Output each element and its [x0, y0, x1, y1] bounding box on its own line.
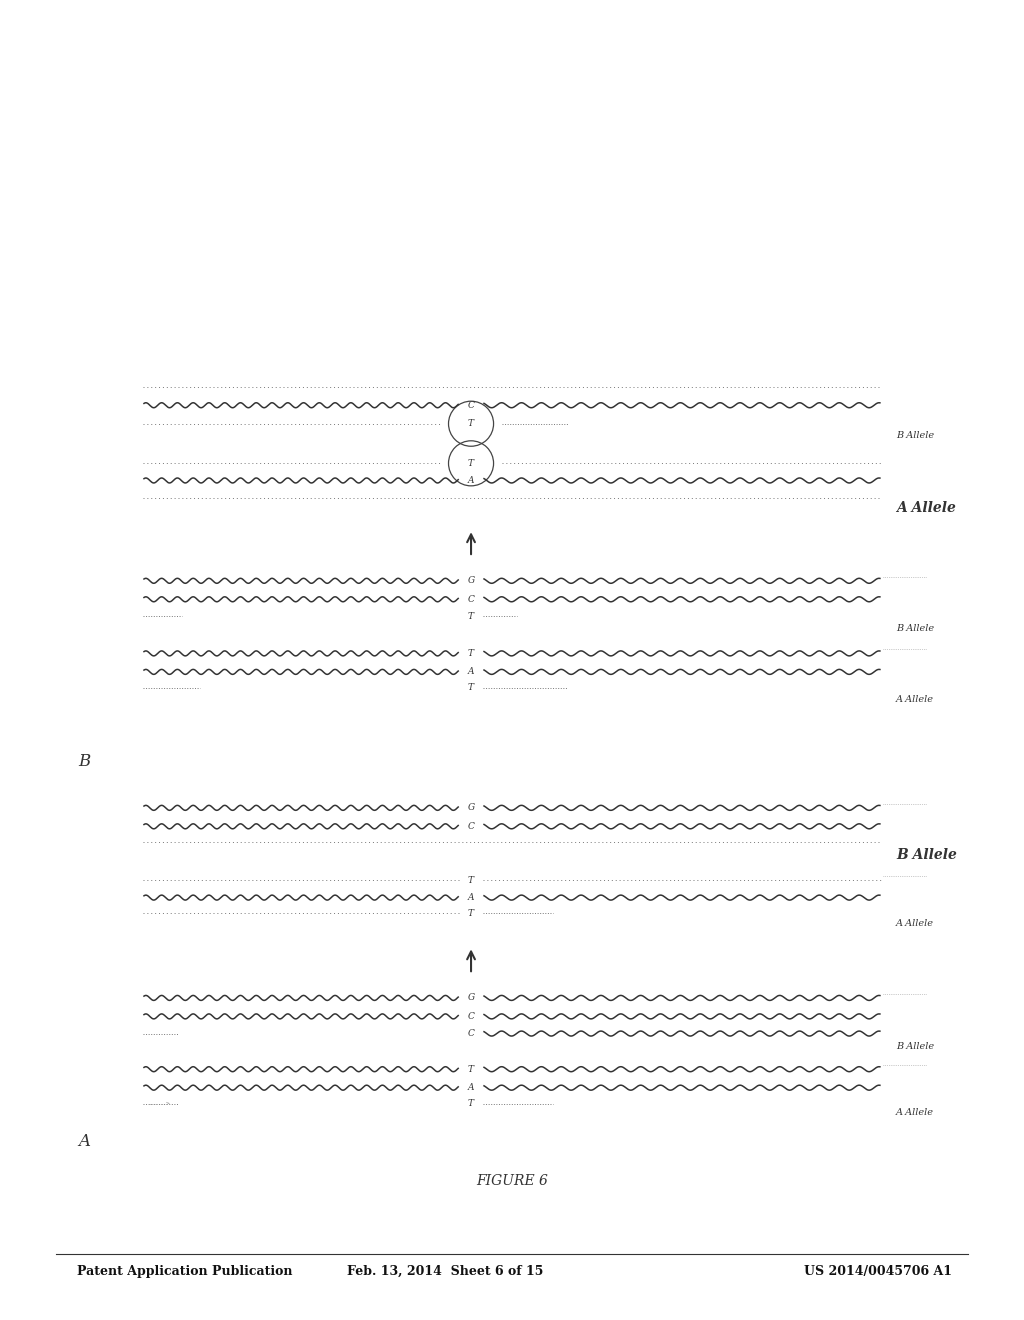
- Text: A Allele: A Allele: [896, 1109, 934, 1117]
- Text: T: T: [468, 684, 474, 692]
- Text: A: A: [468, 894, 474, 902]
- Text: T: T: [468, 420, 474, 428]
- Text: T: T: [468, 1065, 474, 1073]
- Text: B Allele: B Allele: [896, 624, 934, 632]
- Text: C: C: [468, 401, 474, 409]
- Text: ..........>: ..........>: [148, 1101, 171, 1106]
- Text: A: A: [468, 668, 474, 676]
- Text: C: C: [468, 1012, 474, 1020]
- Text: T: T: [468, 459, 474, 467]
- Text: C: C: [468, 1030, 474, 1038]
- Text: T: T: [468, 1100, 474, 1107]
- Text: Patent Application Publication: Patent Application Publication: [77, 1265, 292, 1278]
- Text: A Allele: A Allele: [896, 696, 934, 704]
- Text: A: A: [468, 1084, 474, 1092]
- Text: G: G: [467, 577, 475, 585]
- Text: T: T: [468, 649, 474, 657]
- Text: B: B: [78, 754, 90, 770]
- Text: C: C: [468, 595, 474, 603]
- Text: T: T: [468, 612, 474, 620]
- Text: A Allele: A Allele: [896, 920, 934, 928]
- Text: A Allele: A Allele: [896, 502, 955, 515]
- Text: G: G: [467, 994, 475, 1002]
- Text: G: G: [467, 804, 475, 812]
- Text: T: T: [468, 909, 474, 917]
- Text: A: A: [468, 477, 474, 484]
- Text: C: C: [468, 822, 474, 830]
- Text: US 2014/0045706 A1: US 2014/0045706 A1: [804, 1265, 952, 1278]
- Text: T: T: [468, 876, 474, 884]
- Text: A: A: [78, 1134, 90, 1150]
- Text: B Allele: B Allele: [896, 1043, 934, 1051]
- Text: B Allele: B Allele: [896, 849, 956, 862]
- Text: FIGURE 6: FIGURE 6: [476, 1175, 548, 1188]
- Text: B Allele: B Allele: [896, 432, 934, 440]
- Text: Feb. 13, 2014  Sheet 6 of 15: Feb. 13, 2014 Sheet 6 of 15: [347, 1265, 544, 1278]
